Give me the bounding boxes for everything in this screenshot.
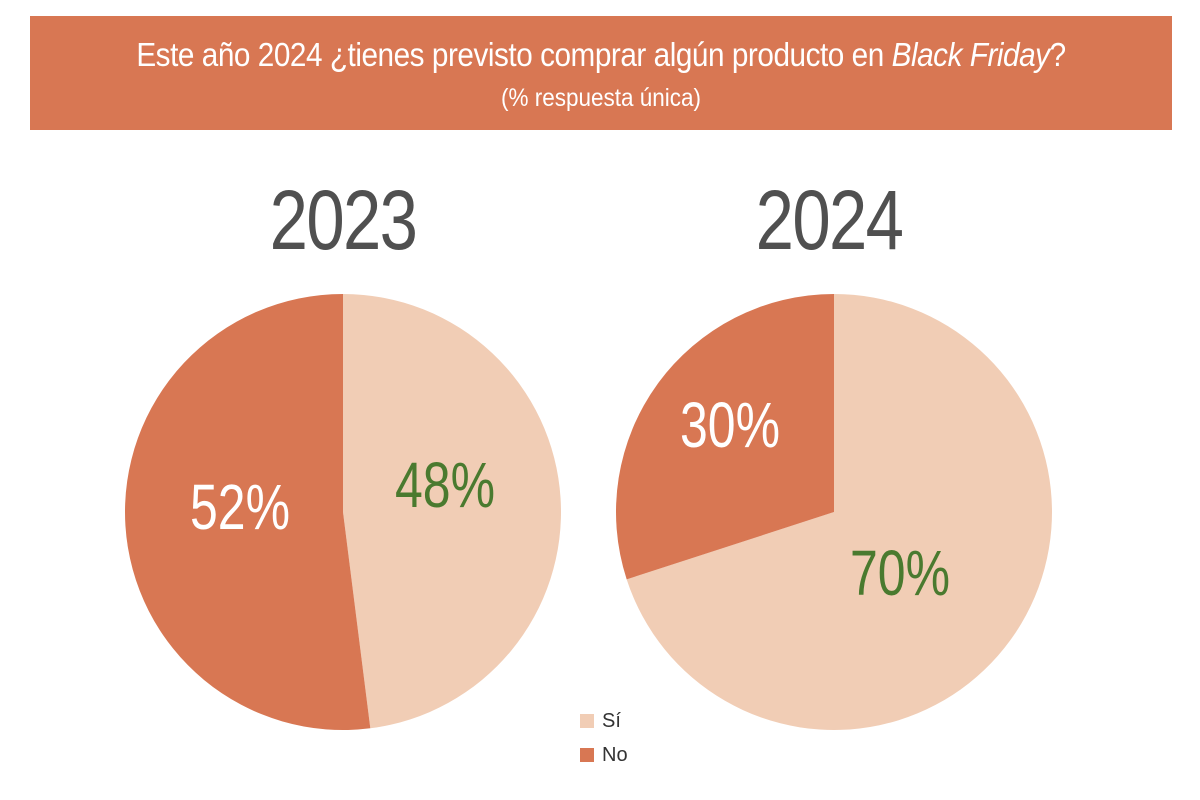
pie-2024-slice-si	[626, 294, 1052, 730]
chart-title: Este año 2024 ¿tienes previsto comprar a…	[87, 36, 1115, 74]
pie-2023-label-si: 48%	[395, 449, 495, 521]
pie-2023-label-no: 52%	[190, 471, 290, 543]
title-prefix: Este año 2024 ¿tienes previsto comprar a…	[136, 36, 892, 73]
pie-2024-label-si: 70%	[850, 537, 950, 609]
title-emphasis: Black Friday	[891, 36, 1050, 73]
legend: Sí No	[580, 704, 628, 772]
pie-2023-slice-si	[343, 294, 562, 729]
title-suffix: ?	[1049, 36, 1067, 73]
chart-subtitle: (% respuesta única)	[500, 84, 702, 112]
legend-swatch-no	[580, 748, 594, 762]
legend-swatch-si	[580, 714, 594, 728]
pie-title-2024: 2024	[755, 173, 904, 267]
legend-label-no: No	[602, 743, 628, 766]
legend-item-si: Sí	[580, 704, 628, 738]
pie-title-2023: 2023	[269, 173, 418, 267]
pie-2024-slice-no	[616, 294, 834, 580]
title-banner: Este año 2024 ¿tienes previsto comprar a…	[30, 16, 1172, 130]
legend-item-no: No	[580, 738, 628, 772]
pie-2024-label-no: 30%	[680, 389, 780, 461]
pie-2023-slice-no	[125, 294, 371, 730]
legend-label-si: Sí	[602, 709, 621, 732]
